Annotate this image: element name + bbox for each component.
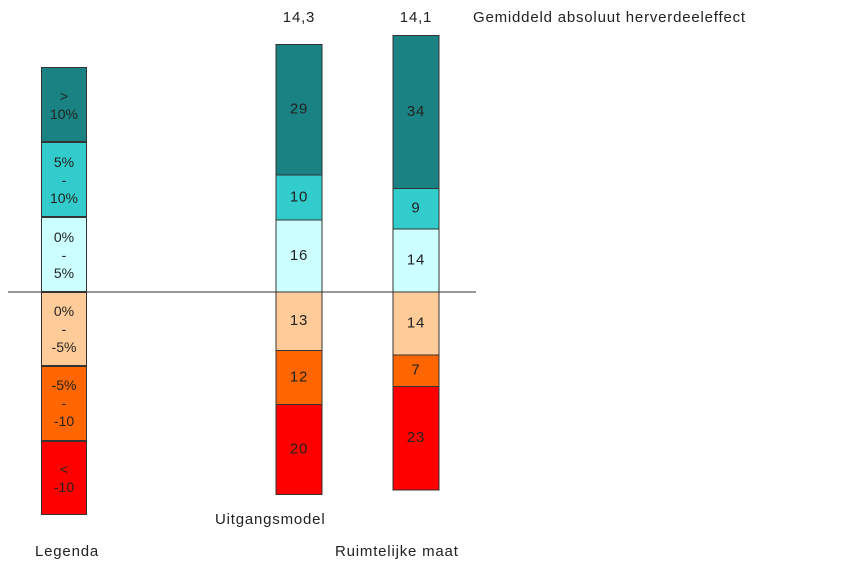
bar-segment — [392, 228, 440, 293]
legend-entry: -5% - -10 — [41, 366, 87, 441]
segment-label: 14 — [407, 314, 425, 331]
legend-entry: < -10 — [41, 440, 87, 515]
total-label: 14,3 — [283, 9, 315, 26]
bar-segment — [392, 291, 440, 356]
legend-entry: > 10% — [41, 67, 87, 142]
legend-label: > 10% — [49, 87, 79, 122]
segment-label: 34 — [407, 103, 425, 120]
segment-label: 12 — [290, 368, 308, 385]
bar-segment — [392, 354, 440, 387]
bar-segment — [392, 35, 440, 189]
legend-entry: 0% - 5% — [41, 217, 87, 292]
segment-label: 10 — [290, 188, 308, 205]
bar-segment — [392, 386, 440, 491]
bar-segment — [275, 350, 323, 405]
bar-segment — [392, 188, 440, 230]
bar-segment — [275, 174, 323, 221]
segment-label: 16 — [290, 247, 308, 264]
total-label: 14,1 — [400, 9, 432, 26]
segment-label: 9 — [411, 200, 420, 217]
segment-label: 20 — [290, 440, 308, 457]
category-label: Uitgangsmodel — [215, 511, 325, 528]
legend-label: 5% - 10% — [49, 153, 79, 206]
legend-title: Legenda — [35, 543, 99, 560]
segment-label: 23 — [407, 429, 425, 446]
segment-label: 13 — [290, 312, 308, 329]
segment-label: 14 — [407, 251, 425, 268]
segment-label: 29 — [290, 101, 308, 118]
bar-segment — [275, 404, 323, 495]
legend-label: -5% - -10 — [51, 377, 77, 430]
legend-entry: 5% - 10% — [41, 142, 87, 217]
annotation: Gemiddeld absoluut herverdeeleffect — [473, 9, 746, 26]
bar-segment — [275, 44, 323, 176]
legend-label: < -10 — [53, 460, 75, 495]
legend-entry: 0% - -5% — [41, 292, 87, 367]
segment-label: 7 — [411, 362, 420, 379]
category-label: Ruimtelijke maat — [335, 543, 459, 560]
bar-segment — [275, 291, 323, 351]
legend-label: 0% - 5% — [53, 228, 75, 281]
legend-label: 0% - -5% — [51, 303, 77, 356]
